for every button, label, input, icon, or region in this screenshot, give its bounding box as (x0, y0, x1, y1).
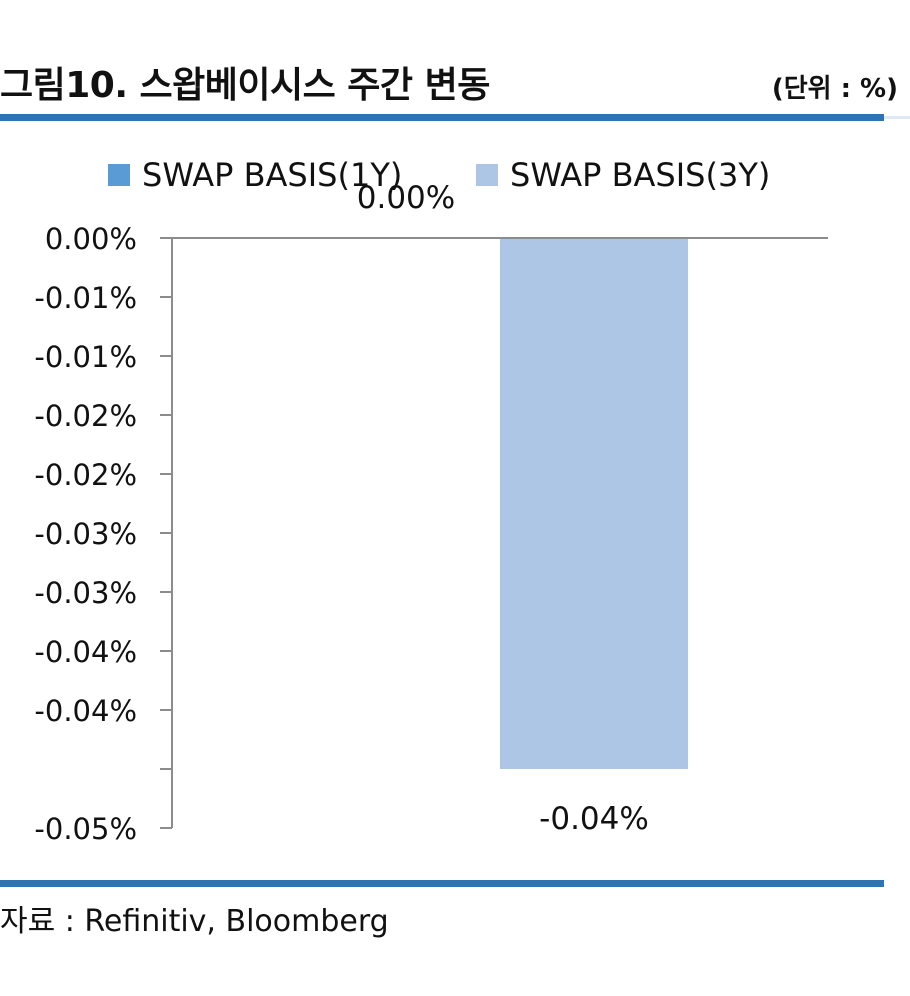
legend-label-1: SWAP BASIS(1Y) (142, 156, 402, 194)
unit-label: (단위 : %) (771, 74, 898, 104)
y-tick-label: -0.04% (34, 635, 137, 669)
source-note: 자료 : Refinitiv, Bloomberg (0, 904, 389, 939)
footer-divider (0, 880, 884, 887)
data-label-series-2: -0.04% (539, 801, 649, 837)
y-tick-label: -0.02% (34, 399, 137, 433)
header-divider-tail (884, 116, 910, 119)
legend-swatch-2 (476, 164, 498, 186)
legend: SWAP BASIS(1Y) SWAP BASIS(3Y) (108, 156, 770, 194)
legend-swatch-1 (108, 164, 130, 186)
header-divider (0, 114, 884, 121)
legend-label-2: SWAP BASIS(3Y) (510, 156, 770, 194)
data-label-series-1: 0.00% (357, 180, 455, 216)
y-tick-label: -0.05% (34, 812, 137, 846)
bars (500, 238, 688, 769)
y-tick-label: -0.01% (34, 340, 137, 374)
y-tick-label: -0.02% (34, 458, 137, 492)
y-tick-label: -0.03% (34, 576, 137, 610)
y-tick-label: -0.01% (34, 281, 137, 315)
chart-title: 그림10. 스왑베이시스 주간 변동 (0, 65, 490, 106)
y-tick-label: 0.00% (45, 222, 137, 256)
y-axis: 0.00% -0.01% -0.01% -0.02% -0.02% -0.03% -0.03… (34, 222, 173, 846)
data-labels: 0.00% -0.04% (357, 180, 649, 837)
y-tick-label: -0.03% (34, 517, 137, 551)
bar-series-2 (500, 238, 688, 769)
y-tick-label: -0.04% (34, 694, 137, 728)
